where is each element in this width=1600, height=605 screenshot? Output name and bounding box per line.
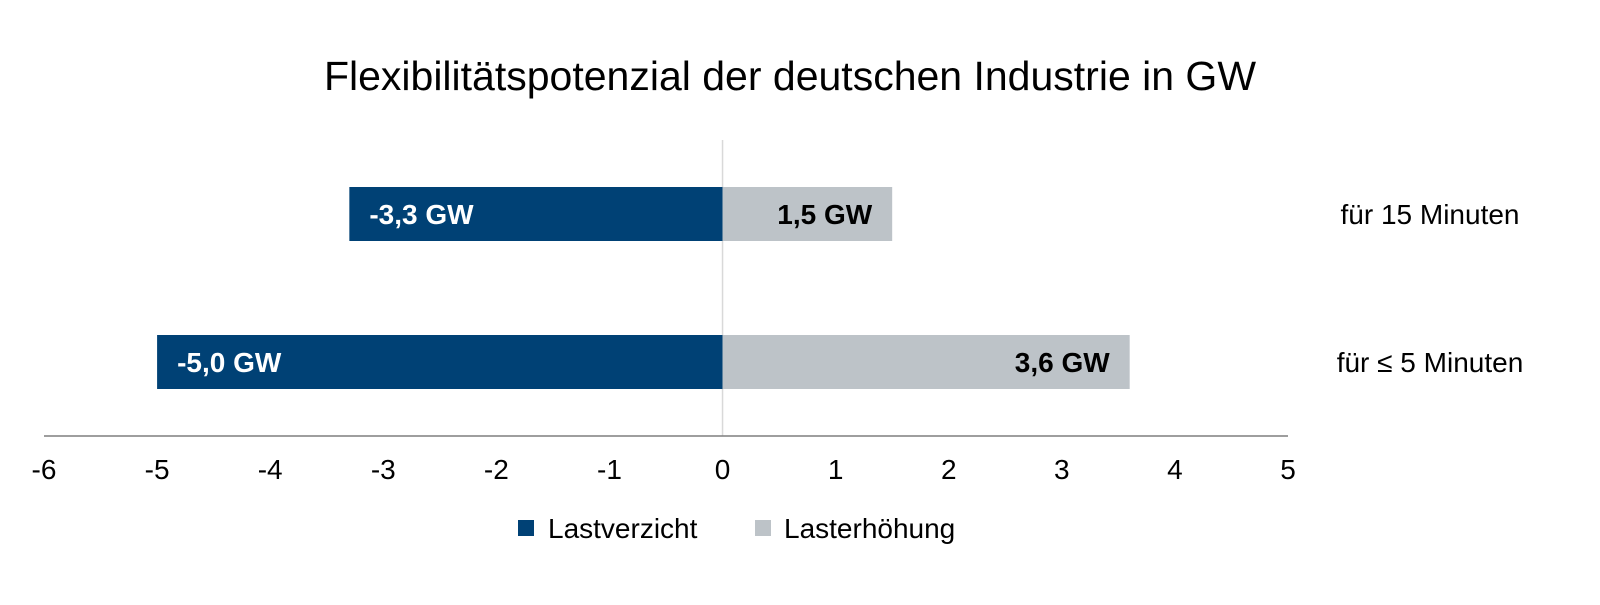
bar-lastverzicht bbox=[349, 187, 723, 241]
x-tick-label: 2 bbox=[941, 454, 957, 485]
bar-lasterhoehung bbox=[722, 187, 893, 241]
x-axis-ticks: -6 -5 -4 -3 -2 -1 0 1 2 3 4 5 bbox=[32, 454, 1296, 485]
x-tick-label: -4 bbox=[258, 454, 283, 485]
chart-title: Flexibilitätspotenzial der deutschen Ind… bbox=[324, 53, 1256, 99]
category-label: für ≤ 5 Minuten bbox=[1337, 347, 1524, 378]
x-tick-label: 0 bbox=[715, 454, 731, 485]
x-tick-label: 3 bbox=[1054, 454, 1070, 485]
bar-lastverzicht bbox=[157, 335, 723, 389]
legend-label: Lasterhöhung bbox=[784, 513, 955, 544]
bar-lasterhoehung bbox=[722, 335, 1130, 389]
x-tick-label: -1 bbox=[597, 454, 622, 485]
legend: Lastverzicht Lasterhöhung bbox=[518, 513, 955, 544]
category-label: für 15 Minuten bbox=[1341, 199, 1520, 230]
legend-label: Lastverzicht bbox=[548, 513, 698, 544]
legend-swatch-lasterhoehung bbox=[755, 520, 771, 536]
data-label: -3,3 GW bbox=[369, 199, 474, 230]
x-tick-label: -3 bbox=[371, 454, 396, 485]
x-tick-label: -6 bbox=[32, 454, 57, 485]
category-labels-group: für 15 Minuten für ≤ 5 Minuten bbox=[1337, 199, 1524, 378]
x-tick-label: -2 bbox=[484, 454, 509, 485]
legend-swatch-lastverzicht bbox=[518, 520, 534, 536]
bars-group bbox=[157, 187, 1130, 389]
x-tick-label: 4 bbox=[1167, 454, 1183, 485]
x-tick-label: 5 bbox=[1280, 454, 1296, 485]
data-label: 3,6 GW bbox=[1015, 347, 1110, 378]
data-label: -5,0 GW bbox=[177, 347, 282, 378]
x-tick-label: 1 bbox=[828, 454, 844, 485]
bar-labels-group: -3,3 GW -5,0 GW 1,5 GW 3,6 GW bbox=[177, 199, 1110, 378]
data-label: 1,5 GW bbox=[777, 199, 872, 230]
x-tick-label: -5 bbox=[145, 454, 170, 485]
